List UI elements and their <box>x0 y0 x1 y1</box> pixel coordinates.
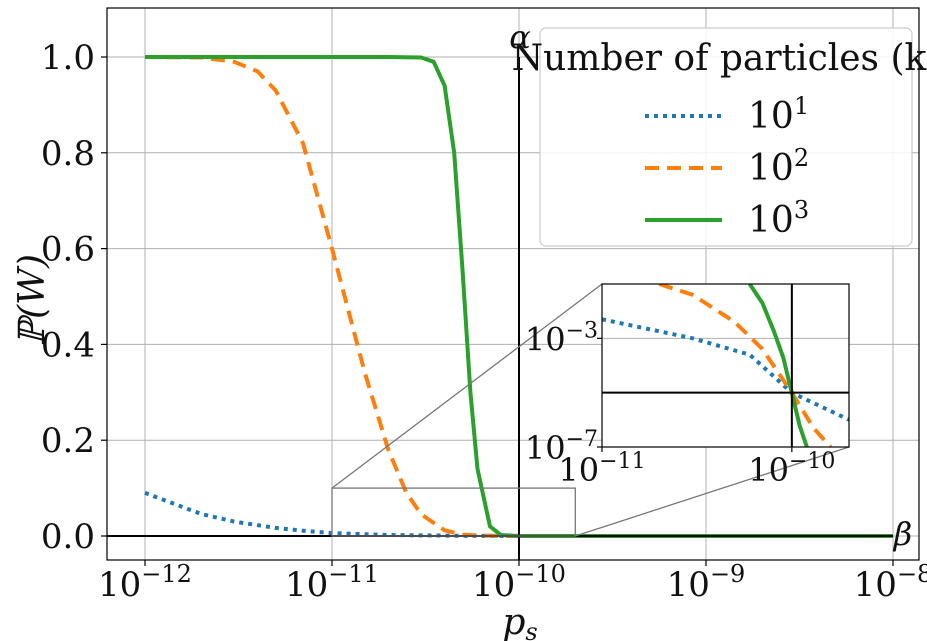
inset-y-tick-label: 10−3 <box>525 318 598 358</box>
legend-label-2: 102 <box>748 144 809 189</box>
legend: Number of particles (k) 101 102 103 <box>512 27 927 247</box>
y-tick-label: 0.0 <box>41 517 95 557</box>
legend-title: Number of particles (k) <box>512 38 927 79</box>
inset-background <box>602 284 849 447</box>
y-tick-label: 0.6 <box>41 230 95 270</box>
x-tick-label: 10−11 <box>285 560 379 605</box>
inset-x-tick-label: 10−10 <box>748 449 835 489</box>
zoom-box <box>331 487 576 537</box>
x-axis-label-subscript: s <box>525 618 537 641</box>
legend-box <box>539 27 913 247</box>
legend-label-3: 103 <box>748 196 809 241</box>
zoom-connector <box>331 283 603 489</box>
y-tick-label: 1.0 <box>41 38 95 78</box>
plot-frame <box>106 7 920 561</box>
legend-label-1: 101 <box>748 92 809 137</box>
x-tick-label: 10−9 <box>667 560 746 605</box>
y-axis-ticks: 0.0 0.2 0.4 0.6 0.8 1.0 <box>41 38 107 557</box>
inset-frame <box>601 283 850 448</box>
y-axis-label: ℙ(W) <box>12 254 53 346</box>
inset-plot: 10−11 10−10 10−3 10−7 <box>525 283 850 489</box>
y-tick-label: 0.2 <box>41 421 95 461</box>
alpha-annotation: α <box>509 18 531 56</box>
inset-y-tick-label: 10−7 <box>525 427 598 467</box>
x-axis-ticks: 10−12 10−11 10−10 10−9 10−8 <box>98 560 927 605</box>
inset-series-line-3 <box>748 284 809 447</box>
inset-x-tick-label: 10−11 <box>558 449 645 489</box>
inset-series-group <box>602 284 849 447</box>
y-tick-label: 0.4 <box>41 325 95 365</box>
zoom-indicator <box>331 283 850 537</box>
x-tick-label: 10−10 <box>472 560 566 605</box>
y-tick-label: 0.8 <box>41 134 95 174</box>
x-axis-label: ps <box>502 602 537 641</box>
zoom-connector <box>575 446 850 537</box>
inset-series-line-2 <box>658 284 833 447</box>
x-tick-label: 10−12 <box>98 560 192 605</box>
series-line-2 <box>144 55 893 538</box>
x-tick-label: 10−8 <box>854 560 927 605</box>
beta-annotation: β <box>893 515 913 553</box>
